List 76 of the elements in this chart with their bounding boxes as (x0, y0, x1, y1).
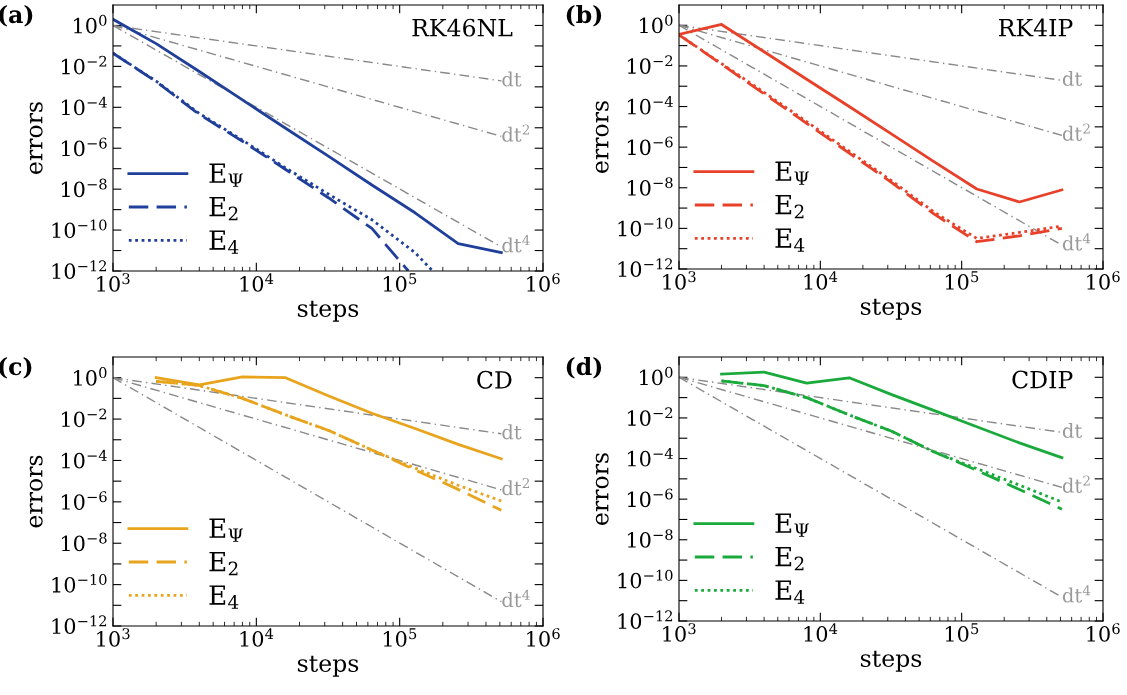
legend-label: E$_{4}$ (209, 230, 239, 254)
legend-label: E$_{Ψ}$ (775, 161, 809, 185)
y-tick-label: 10$^{−4}$ (61, 96, 107, 116)
x-tick-label: 10$^{4}$ (240, 273, 274, 292)
x-tick-label: 10$^{4}$ (804, 271, 838, 290)
annotation: CD (477, 370, 512, 389)
x-axis-title: steps (297, 655, 359, 677)
y-tick-label: 10$^{−4}$ (627, 447, 673, 467)
y-tick-label: 10$^{−8}$ (627, 529, 673, 548)
x-tick-label: 10$^{4}$ (804, 623, 838, 642)
annotation: dt$^{4}$ (1062, 233, 1091, 251)
y-tick-label: 10$^{0}$ (74, 14, 107, 34)
y-tick-label: 10$^{0}$ (640, 14, 673, 34)
y-axis-title: errors (595, 101, 609, 173)
y-tick-label: 10$^{−8}$ (61, 178, 107, 198)
y-tick-label: 10$^{−6}$ (61, 137, 107, 157)
legend-label: E$_{4}$ (775, 580, 805, 604)
annotation: RK4IP (998, 18, 1073, 37)
legend-label: E$_{2}$ (209, 196, 238, 221)
y-tick-label: 10$^{−2}$ (627, 407, 673, 426)
annotation: dt$^{4}$ (502, 589, 530, 608)
legend-label: E$_{2}$ (775, 546, 804, 571)
y-tick-label: 10$^{−6}$ (627, 488, 673, 508)
text: (c) (0, 357, 32, 379)
y-tick-label: 10$^{−10}$ (52, 219, 107, 239)
x-tick-label: 10$^{6}$ (1087, 623, 1120, 642)
y-tick-label: 10$^{−10}$ (618, 217, 673, 237)
annotation: dt$^{2}$ (1062, 475, 1090, 493)
x-axis-title: steps (860, 650, 922, 672)
x-tick-label: 10$^{5}$ (383, 273, 417, 292)
x-tick-label: 10$^{5}$ (945, 623, 979, 642)
x-tick-label: 10$^{6}$ (1087, 271, 1120, 290)
y-tick-label: 10$^{−10}$ (52, 573, 107, 593)
y-tick-label: 10$^{−4}$ (61, 449, 107, 469)
x-tick-label: 10$^{6}$ (527, 628, 560, 647)
y-tick-label: 10$^{−8}$ (61, 532, 107, 552)
text: (b) (566, 5, 602, 27)
legend-label: E$_{4}$ (775, 228, 805, 252)
x-axis-title: steps (297, 300, 359, 322)
legend-label: E$_{2}$ (775, 194, 804, 219)
annotation: dt$^{2}$ (502, 477, 530, 496)
annotation: dt$^{2}$ (502, 124, 530, 142)
legend-label: E$_{4}$ (209, 585, 239, 609)
y-axis-title: errors (29, 455, 43, 528)
y-tick-label: 10$^{0}$ (640, 366, 673, 386)
y-tick-label: 10$^{−6}$ (627, 136, 673, 156)
x-tick-label: 10$^{4}$ (240, 628, 274, 647)
y-tick-label: 10$^{−2}$ (61, 55, 107, 75)
annotation: dt$^{4}$ (1062, 585, 1091, 603)
annotation: dt (1062, 422, 1083, 438)
x-tick-label: 10$^{6}$ (527, 273, 560, 292)
legend-label: E$_{Ψ}$ (209, 163, 243, 187)
text: (d) (566, 357, 602, 379)
x-tick-label: 10$^{5}$ (383, 628, 417, 647)
annotation: dt (1062, 70, 1083, 86)
y-tick-label: 10$^{−8}$ (627, 177, 673, 196)
y-tick-label: 10$^{−10}$ (618, 569, 673, 589)
legend-label: E$_{Ψ}$ (209, 518, 243, 542)
legend-label: E$_{Ψ}$ (775, 513, 809, 537)
annotation: dt (502, 71, 522, 87)
x-axis-title: steps (860, 298, 922, 320)
annotation: RK46NL (412, 18, 513, 37)
x-tick-label: 10$^{5}$ (945, 271, 979, 290)
text: (a) (0, 5, 33, 27)
y-axis-title: errors (595, 453, 609, 525)
legend-label: E$_{2}$ (209, 551, 238, 576)
annotation: CDIP (1012, 370, 1073, 389)
y-tick-label: 10$^{0}$ (74, 367, 107, 386)
annotation: dt (502, 424, 522, 440)
y-tick-label: 10$^{−6}$ (61, 491, 107, 510)
y-axis-title: errors (29, 102, 43, 174)
annotation: dt$^{2}$ (1062, 123, 1090, 141)
y-tick-label: 10$^{−4}$ (627, 95, 673, 115)
annotation: dt$^{4}$ (502, 235, 530, 253)
y-tick-label: 10$^{−2}$ (627, 55, 673, 74)
y-tick-label: 10$^{−2}$ (61, 408, 107, 428)
